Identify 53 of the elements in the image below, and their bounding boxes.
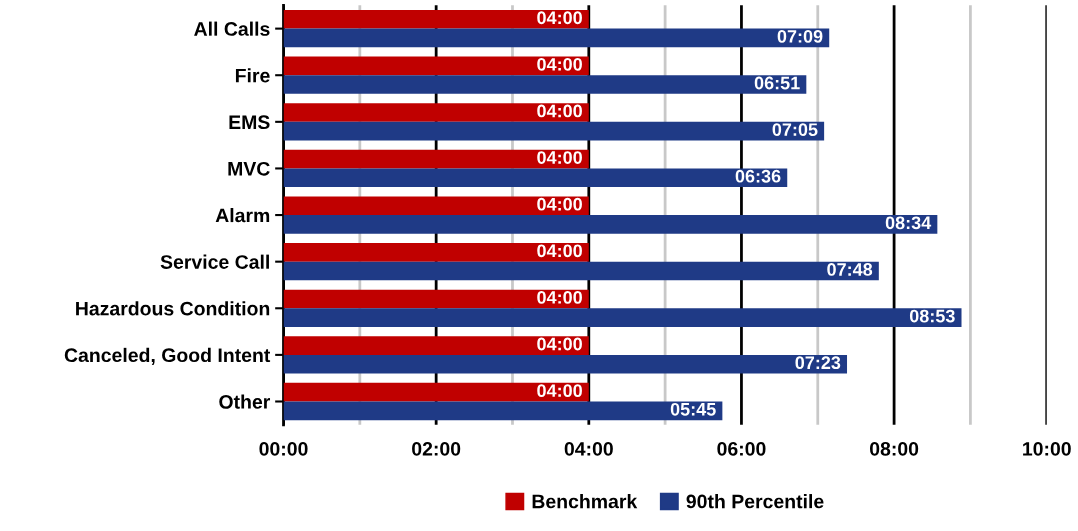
data-label: 04:00 (537, 337, 582, 351)
bar (283, 168, 788, 188)
data-label: 05:45 (670, 402, 716, 416)
bar (283, 121, 825, 141)
y-tick-label: Canceled, Good Intent (64, 347, 271, 365)
bar (283, 103, 589, 122)
data-label: 04:00 (537, 244, 582, 258)
y-tick-label: Fire (235, 68, 270, 83)
y-tick-label: Service Call (160, 254, 269, 269)
bar (283, 56, 589, 76)
x-tick-label: 00:00 (259, 441, 308, 456)
x-tick-label: 10:00 (1023, 441, 1071, 456)
data-label: 04:00 (537, 151, 582, 164)
bar (283, 401, 723, 421)
bar (283, 75, 807, 94)
bar (283, 261, 879, 281)
y-tick-label: Alarm (215, 208, 270, 223)
data-label: 06:36 (735, 169, 781, 183)
legend-label: 90th Percentile (686, 494, 824, 509)
bar (283, 243, 589, 262)
data-label: 04:00 (537, 384, 582, 398)
data-label: 08:34 (885, 216, 932, 230)
data-label: 04:00 (537, 291, 582, 304)
x-tick-label: 04:00 (564, 441, 613, 456)
bar (283, 336, 589, 355)
data-label: 07:05 (772, 123, 818, 136)
data-label: 07:09 (777, 30, 823, 43)
y-tick-label: Other (219, 394, 271, 409)
bar (283, 149, 589, 169)
x-tick-label: 02:00 (412, 441, 461, 456)
bar (283, 9, 589, 29)
bar (283, 289, 589, 309)
y-tick-label: EMS (229, 115, 270, 130)
bar (283, 382, 589, 402)
bar (283, 28, 830, 48)
x-tick-label: 08:00 (870, 441, 919, 456)
y-tick-label: MVC (228, 161, 270, 176)
legend-label: Benchmark (532, 494, 638, 509)
bar (283, 308, 962, 327)
data-label: 07:48 (827, 263, 873, 276)
bar (283, 196, 589, 216)
data-label: 04:00 (537, 57, 582, 71)
data-label: 04:00 (537, 197, 582, 211)
data-label: 08:53 (909, 309, 955, 323)
y-tick-label: Hazardous Condition (76, 301, 270, 316)
bar (283, 354, 848, 374)
data-label: 07:23 (795, 356, 841, 370)
y-tick-label: All Calls (194, 21, 270, 36)
data-label: 04:00 (537, 11, 582, 25)
bar (283, 215, 938, 234)
x-tick-label: 06:00 (717, 441, 766, 456)
data-label: 04:00 (537, 104, 582, 118)
data-label: 06:51 (754, 76, 800, 90)
